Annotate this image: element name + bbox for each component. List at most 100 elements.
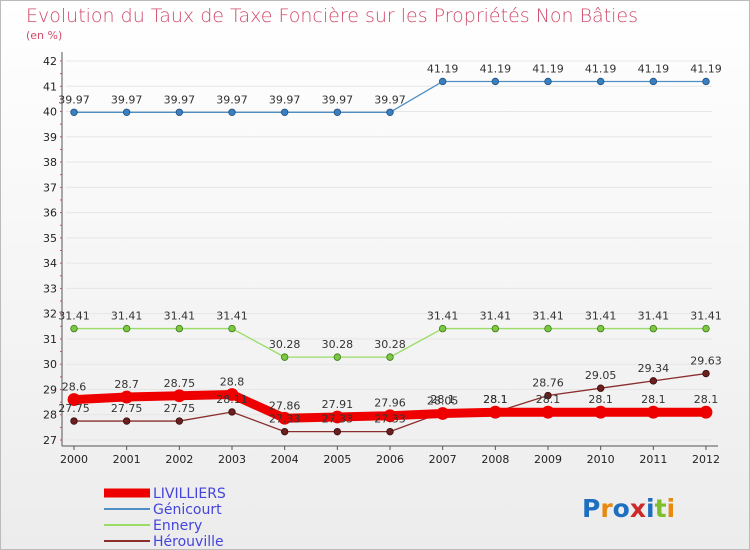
data-point [544, 77, 552, 86]
data-label: 27.75 [111, 402, 143, 415]
y-tick-label: 33 [43, 282, 57, 295]
data-point [120, 390, 134, 404]
data-label: 31.41 [638, 310, 670, 323]
data-point [541, 405, 555, 419]
data-label: 41.19 [427, 62, 459, 75]
data-label: 41.19 [585, 62, 617, 75]
data-point [438, 77, 447, 86]
data-label: 28.1 [483, 393, 508, 406]
data-label: 41.19 [690, 62, 722, 75]
data-point [330, 410, 344, 424]
x-tick-label: 2007 [429, 453, 457, 466]
x-tick-label: 2001 [113, 453, 141, 466]
data-label: 27.75 [58, 402, 90, 415]
data-label: 31.41 [585, 310, 617, 323]
data-point [436, 407, 450, 420]
logo-letter: o [613, 494, 630, 523]
x-tick-label: 2009 [534, 453, 562, 466]
data-point [491, 77, 500, 86]
data-label: 28.7 [114, 378, 139, 391]
legend-label: Hérouville [153, 534, 224, 550]
data-point [175, 417, 184, 425]
y-tick-label: 36 [43, 207, 57, 220]
y-tick-label: 37 [43, 181, 57, 194]
logo-letter: x [630, 494, 646, 523]
data-label: 28.75 [164, 377, 196, 390]
x-tick-label: 2000 [60, 453, 88, 466]
data-point [702, 324, 710, 333]
data-label: 30.28 [374, 338, 406, 351]
data-label: 39.97 [216, 93, 248, 106]
data-label: 29.34 [638, 362, 670, 375]
data-point [333, 353, 342, 361]
data-label: 27.33 [374, 413, 406, 426]
y-tick-label: 31 [43, 333, 57, 346]
data-point [596, 77, 605, 86]
data-label: 29.05 [585, 369, 617, 382]
data-label: 28.1 [694, 393, 719, 406]
data-point [649, 324, 658, 333]
data-point [594, 405, 608, 419]
data-label: 31.41 [427, 310, 459, 323]
data-point [228, 108, 236, 116]
data-label: 29.63 [690, 355, 722, 368]
logo-letter: P [582, 494, 600, 523]
y-tick-label: 35 [43, 232, 57, 245]
data-point [70, 324, 78, 333]
data-label: 27.91 [322, 398, 354, 411]
y-tick-label: 28 [43, 409, 57, 422]
data-label: 39.97 [374, 93, 406, 106]
data-label: 41.19 [480, 62, 512, 75]
y-tick-label: 34 [43, 257, 57, 270]
data-label: 31.41 [690, 310, 722, 323]
data-label: 39.97 [322, 93, 354, 106]
data-point [702, 77, 710, 86]
data-point [333, 427, 342, 436]
data-label: 31.41 [164, 310, 196, 323]
data-point [70, 108, 78, 116]
data-label: 39.97 [58, 93, 90, 106]
data-point [67, 393, 81, 406]
logo-letter: i [646, 494, 655, 523]
x-tick-label: 2008 [481, 453, 509, 466]
x-tick-label: 2004 [271, 453, 299, 466]
data-label: 28.76 [532, 377, 564, 390]
data-label: 28.1 [536, 393, 561, 406]
x-tick-label: 2006 [376, 453, 404, 466]
y-axis-unit: (en %) [26, 29, 63, 42]
data-label: 30.28 [322, 338, 354, 351]
y-tick-label: 29 [43, 383, 57, 396]
data-point [278, 411, 292, 425]
data-label: 31.41 [58, 310, 90, 323]
data-point [699, 405, 713, 419]
data-label: 30.28 [269, 338, 301, 351]
x-tick-label: 2005 [323, 453, 351, 466]
logo-letter: r [600, 494, 613, 523]
data-point [649, 377, 658, 385]
data-label: 27.96 [374, 397, 406, 410]
data-point [280, 108, 289, 116]
logo-letter: i [667, 494, 676, 523]
data-label: 27.33 [269, 413, 301, 426]
data-point [491, 324, 500, 333]
y-tick-label: 30 [43, 358, 57, 371]
legend-label: Ennery [153, 518, 202, 534]
data-point [175, 324, 184, 333]
x-tick-label: 2010 [587, 453, 615, 466]
y-tick-label: 27 [43, 434, 57, 447]
logo-letter: t [655, 494, 667, 523]
data-label: 28.1 [588, 393, 613, 406]
y-tick-label: 39 [43, 131, 57, 144]
data-label: 28.1 [430, 393, 455, 406]
data-point [488, 405, 502, 419]
data-point [544, 391, 552, 400]
data-label: 31.41 [532, 310, 564, 323]
proxiti-logo: Proxiti [582, 494, 675, 523]
y-tick-label: 41 [43, 80, 57, 93]
data-point [175, 108, 184, 116]
y-tick-label: 40 [43, 106, 57, 119]
data-point [383, 409, 397, 423]
x-tick-label: 2002 [165, 453, 193, 466]
